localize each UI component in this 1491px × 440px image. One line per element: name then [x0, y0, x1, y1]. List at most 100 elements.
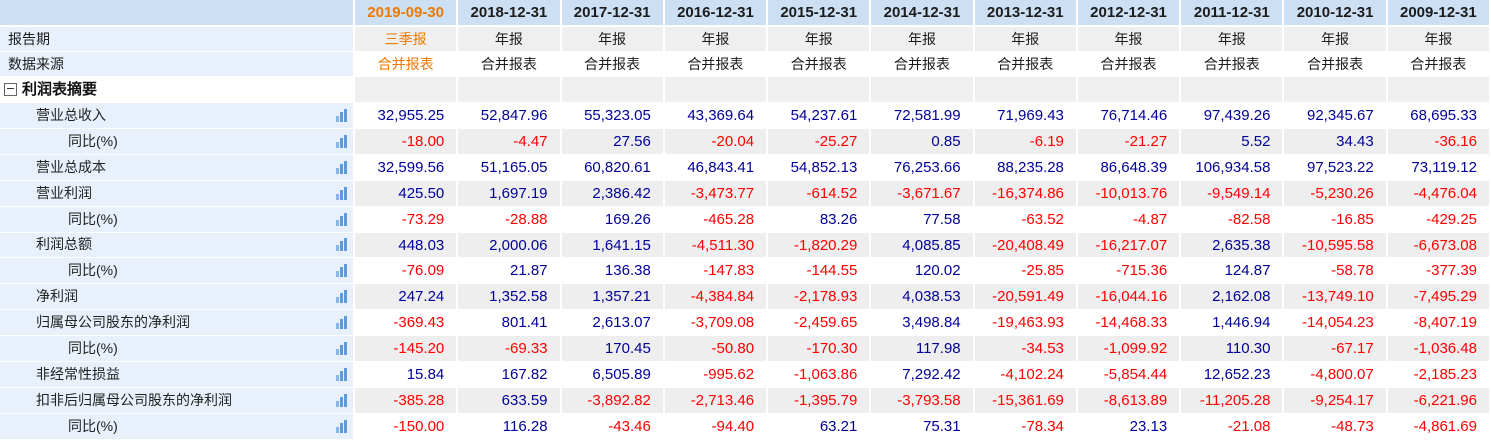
- bar-chart-icon[interactable]: [336, 212, 347, 226]
- value-cell: 92,345.67: [1284, 103, 1388, 129]
- section-header[interactable]: 利润表摘要: [0, 77, 355, 103]
- value-cell: 1,357.21: [561, 284, 665, 311]
- bar-chart-icon[interactable]: [336, 186, 347, 200]
- value-cell: 247.24: [355, 284, 459, 311]
- value-cell: 169.26: [561, 206, 665, 233]
- value-cell: -614.52: [768, 180, 872, 207]
- value-cell: -8,613.89: [1077, 387, 1182, 414]
- bar-chart-icon[interactable]: [336, 342, 347, 356]
- value-cell: 68,695.33: [1387, 103, 1491, 129]
- value-cell: -995.62: [664, 362, 769, 388]
- value-cell: -2,178.93: [768, 284, 872, 311]
- value-cell: -3,793.58: [871, 387, 975, 414]
- value-cell: -43.46: [561, 413, 665, 440]
- value-cell: -15,361.69: [974, 387, 1078, 414]
- meta-value-cell: 合并报表: [1284, 52, 1388, 77]
- meta-value-cell: 合并报表: [1181, 52, 1285, 77]
- value-cell: 801.41: [458, 310, 562, 337]
- value-cell: -1,395.79: [768, 387, 872, 414]
- value-cell: 6,505.89: [561, 362, 665, 388]
- value-cell: 72,581.99: [871, 103, 975, 129]
- row-label-cell: 同比(%): [0, 206, 355, 233]
- value-cell: -69.33: [458, 336, 562, 363]
- value-cell: 63.21: [768, 413, 872, 440]
- meta-value-cell: 年报: [664, 27, 769, 52]
- value-cell: -1,820.29: [768, 232, 872, 259]
- column-header-date: 2018-12-31: [458, 0, 562, 27]
- column-header-date: 2009-12-31: [1387, 0, 1491, 27]
- bar-chart-icon[interactable]: [336, 238, 347, 252]
- value-cell: -145.20: [355, 336, 459, 363]
- meta-row-label: 报告期: [0, 27, 355, 52]
- bar-chart-icon[interactable]: [336, 108, 347, 122]
- row-label: 扣非后归属母公司股东的净利润: [36, 391, 232, 408]
- row-label: 同比(%): [68, 340, 118, 357]
- value-cell: 3,498.84: [871, 310, 975, 337]
- value-cell: -14,468.33: [1077, 310, 1182, 337]
- value-cell: 2,635.38: [1181, 232, 1285, 259]
- value-cell: -369.43: [355, 310, 459, 337]
- meta-value-cell: 合并报表: [458, 52, 562, 77]
- value-cell: -73.29: [355, 206, 459, 233]
- value-cell: 75.31: [871, 413, 975, 440]
- bar-chart-icon[interactable]: [336, 393, 347, 407]
- value-cell: -429.25: [1387, 206, 1491, 233]
- bar-chart-icon[interactable]: [336, 419, 347, 433]
- value-cell: 1,641.15: [561, 232, 665, 259]
- collapse-minus-icon[interactable]: [4, 83, 17, 96]
- bar-chart-icon[interactable]: [336, 264, 347, 278]
- value-cell: 76,714.46: [1077, 103, 1182, 129]
- value-cell: 46,843.41: [664, 154, 769, 181]
- value-cell: -7,495.29: [1387, 284, 1491, 311]
- meta-row: 报告期 三季报 年报 年报 年报 年报 年报 年报 年报 年报 年报 年报: [0, 27, 1491, 52]
- bar-chart-icon[interactable]: [336, 368, 347, 382]
- column-header-date: 2012-12-31: [1077, 0, 1182, 27]
- value-cell: -4,102.24: [974, 362, 1078, 388]
- value-cell: 1,697.19: [458, 180, 562, 207]
- value-cell: -465.28: [664, 206, 769, 233]
- value-cell: -21.27: [1077, 128, 1182, 155]
- column-header-date: 2014-12-31: [871, 0, 975, 27]
- value-cell: 170.45: [561, 336, 665, 363]
- section-row: 利润表摘要: [0, 77, 1491, 103]
- value-cell: -147.83: [664, 258, 769, 285]
- value-cell: 425.50: [355, 180, 459, 207]
- bar-chart-icon[interactable]: [336, 160, 347, 174]
- data-row: 营业总成本 32,599.56 51,165.05 60,820.61 46,843.4…: [0, 154, 1491, 181]
- value-cell: 124.87: [1181, 258, 1285, 285]
- value-cell: -34.53: [974, 336, 1078, 363]
- value-cell: 21.87: [458, 258, 562, 285]
- bar-chart-icon[interactable]: [336, 290, 347, 304]
- meta-value-cell: 合并报表: [1387, 52, 1491, 77]
- meta-value-cell: 合并报表: [768, 52, 872, 77]
- value-cell: -4.87: [1077, 206, 1182, 233]
- value-cell: -9,549.14: [1181, 180, 1285, 207]
- value-cell: -20.04: [664, 128, 769, 155]
- value-cell: 71,969.43: [974, 103, 1078, 129]
- column-header-date: 2010-12-31: [1284, 0, 1388, 27]
- value-cell: -377.39: [1387, 258, 1491, 285]
- value-cell: 97,523.22: [1284, 154, 1388, 181]
- row-label-cell: 利润总额: [0, 232, 355, 259]
- value-cell: -28.88: [458, 206, 562, 233]
- section-empty-cell: [561, 77, 665, 103]
- bar-chart-icon[interactable]: [336, 134, 347, 148]
- row-label: 营业总收入: [36, 106, 106, 123]
- row-label-cell: 净利润: [0, 284, 355, 311]
- value-cell: -10,595.58: [1284, 232, 1388, 259]
- bar-chart-icon[interactable]: [336, 316, 347, 330]
- value-cell: -20,408.49: [974, 232, 1078, 259]
- section-empty-cell: [1387, 77, 1491, 103]
- meta-value-cell: 年报: [458, 27, 562, 52]
- value-cell: 1,446.94: [1181, 310, 1285, 337]
- meta-value-cell: 三季报: [355, 27, 459, 52]
- row-label-cell: 归属母公司股东的净利润: [0, 310, 355, 337]
- column-header-date: 2011-12-31: [1181, 0, 1285, 27]
- value-cell: 52,847.96: [458, 103, 562, 129]
- meta-value-cell: 年报: [1181, 27, 1285, 52]
- value-cell: -36.16: [1387, 128, 1491, 155]
- value-cell: 27.56: [561, 128, 665, 155]
- meta-value-cell: 年报: [1077, 27, 1182, 52]
- value-cell: 117.98: [871, 336, 975, 363]
- value-cell: 7,292.42: [871, 362, 975, 388]
